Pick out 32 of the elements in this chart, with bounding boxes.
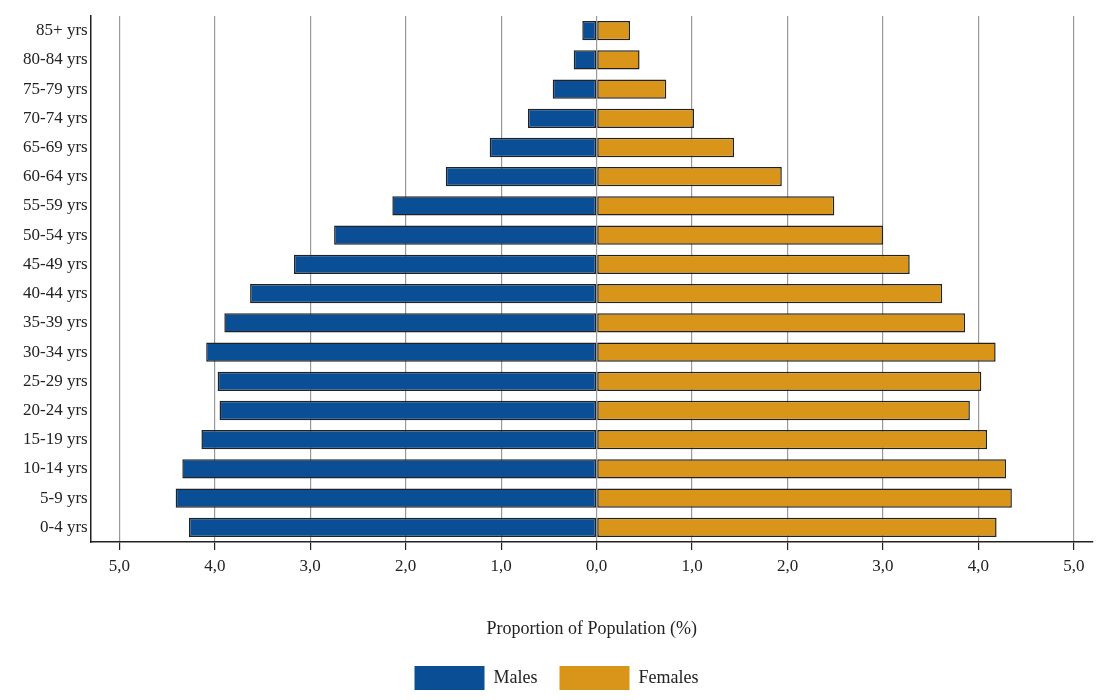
x-tick-label: 2,0 [776,555,799,575]
y-tick-label: 0-4 yrs [39,516,88,536]
x-tick-label: 5,0 [108,555,130,575]
y-tick-label: 35-39 yrs [22,312,88,332]
y-tick-label: 30-34 yrs [22,341,88,361]
y-tick-label: 65-69 yrs [22,136,88,156]
x-tick-label: 5,0 [1063,555,1085,575]
legend-label: Females [638,666,699,687]
y-tick-label: 60-64 yrs [22,166,88,186]
x-tick-label: 1,0 [681,555,703,575]
legend-label: Males [493,666,538,687]
x-tick-label: 2,0 [395,555,417,575]
y-tick-label: 25-29 yrs [22,370,88,390]
x-tick-label: 0,0 [585,555,608,575]
y-tick-label: 20-24 yrs [22,399,88,419]
y-tick-label: 15-19 yrs [22,429,88,449]
y-tick-label: 55-59 yrs [22,195,88,215]
x-tick-label: 4,0 [967,555,990,575]
y-tick-label: 10-14 yrs [22,458,88,478]
y-tick-label: 45-49 yrs [22,253,88,273]
y-tick-label: 85+ yrs [36,20,88,40]
y-tick-label: 40-44 yrs [22,283,88,303]
x-axis-title: Proportion of Population (%) [486,617,698,639]
y-tick-label: 75-79 yrs [22,78,88,98]
y-tick-label: 50-54 yrs [22,224,88,244]
y-tick-label: 70-74 yrs [22,107,88,127]
x-tick-label: 3,0 [872,555,894,575]
y-tick-label: 5-9 yrs [39,487,88,507]
x-tick-label: 1,0 [490,555,512,575]
x-tick-label: 4,0 [204,555,226,575]
x-tick-label: 3,0 [299,555,321,575]
y-tick-label: 80-84 yrs [22,49,88,69]
